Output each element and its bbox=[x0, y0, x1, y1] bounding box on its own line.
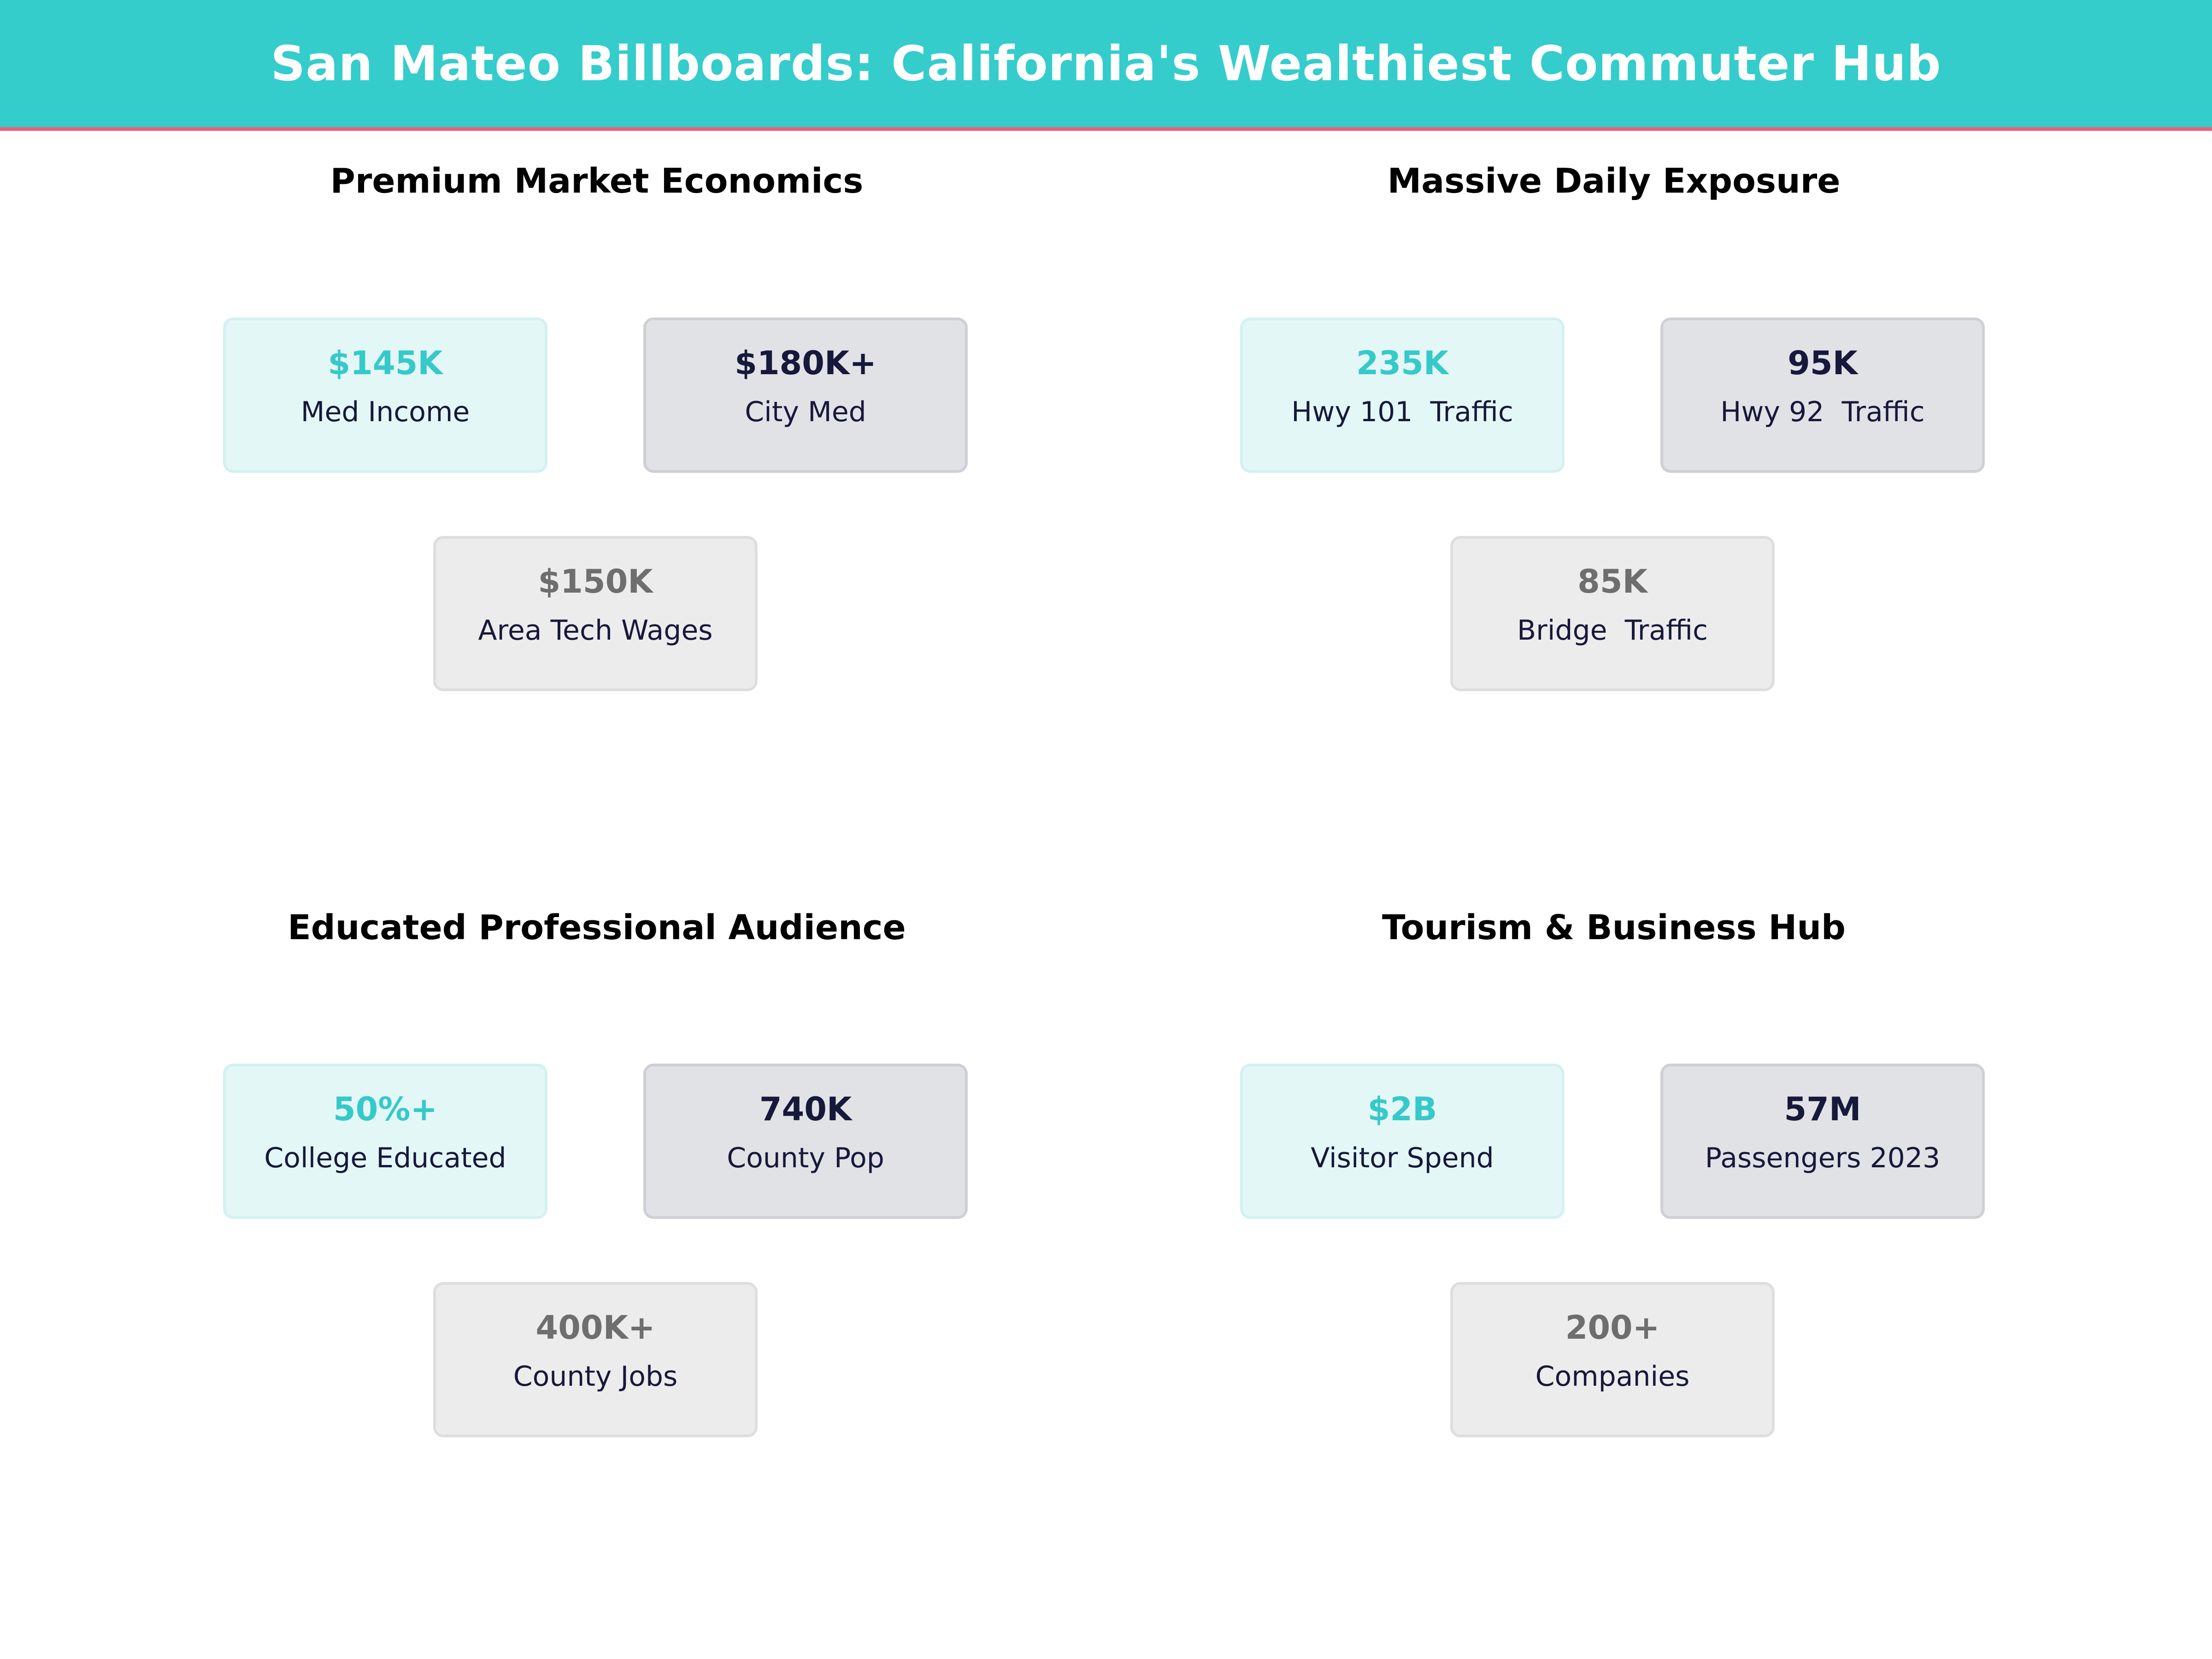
stat-value: $180K+ bbox=[735, 344, 877, 382]
stat-value: 400K+ bbox=[535, 1309, 655, 1347]
stat-card-hwy-101-traffic: 235K Hwy 101 Traffic bbox=[1240, 318, 1565, 473]
page-title: San Mateo Billboards: California's Wealt… bbox=[271, 35, 1941, 92]
stat-label: Area Tech Wages bbox=[478, 614, 713, 647]
stat-value: 85K bbox=[1577, 563, 1647, 600]
panel-title-tourism-business-hub: Tourism & Business Hub bbox=[1382, 908, 1846, 947]
stat-card-med-income: $145K Med Income bbox=[223, 318, 547, 473]
stat-value: 740K bbox=[759, 1090, 852, 1128]
stat-label: Hwy 101 Traffic bbox=[1291, 396, 1513, 428]
stat-card-hwy-92-traffic: 95K Hwy 92 Traffic bbox=[1660, 318, 1985, 473]
stat-value: 235K bbox=[1356, 344, 1449, 382]
stat-label: City Med bbox=[745, 396, 866, 428]
stat-card-city-med: $180K+ City Med bbox=[643, 318, 968, 473]
stat-label: Passengers 2023 bbox=[1705, 1142, 1941, 1174]
stat-card-passengers-2023: 57M Passengers 2023 bbox=[1660, 1064, 1985, 1219]
stat-value: 57M bbox=[1784, 1090, 1861, 1128]
panel-title-educated-professional-audience: Educated Professional Audience bbox=[288, 908, 906, 947]
stat-label: County Pop bbox=[727, 1142, 884, 1174]
stat-card-companies: 200+ Companies bbox=[1450, 1282, 1775, 1437]
stat-card-county-pop: 740K County Pop bbox=[643, 1064, 968, 1219]
stat-card-bridge-traffic: 85K Bridge Traffic bbox=[1450, 536, 1775, 691]
stat-label: County Jobs bbox=[513, 1360, 678, 1393]
stat-value: 95K bbox=[1788, 344, 1858, 382]
panel-title-premium-market-economics: Premium Market Economics bbox=[330, 161, 864, 201]
stat-card-visitor-spend: $2B Visitor Spend bbox=[1240, 1064, 1565, 1219]
stat-card-college-educated: 50%+ College Educated bbox=[223, 1064, 547, 1219]
header-accent-line bbox=[0, 127, 2212, 131]
stat-label: Visitor Spend bbox=[1311, 1142, 1494, 1174]
stat-label: Med Income bbox=[300, 396, 470, 428]
stat-label: College Educated bbox=[264, 1142, 506, 1174]
stat-value: $150K bbox=[538, 563, 653, 600]
stat-card-area-tech-wages: $150K Area Tech Wages bbox=[433, 536, 758, 691]
stat-value: 200+ bbox=[1565, 1309, 1660, 1347]
stat-label: Companies bbox=[1535, 1360, 1690, 1393]
stat-value: 50%+ bbox=[333, 1090, 438, 1128]
stat-value: $145K bbox=[328, 344, 443, 382]
panel-title-massive-daily-exposure: Massive Daily Exposure bbox=[1387, 161, 1841, 201]
stat-label: Hwy 92 Traffic bbox=[1720, 396, 1925, 428]
stat-label: Bridge Traffic bbox=[1517, 614, 1708, 647]
stat-card-county-jobs: 400K+ County Jobs bbox=[433, 1282, 758, 1437]
stat-value: $2B bbox=[1367, 1090, 1437, 1128]
header-banner: San Mateo Billboards: California's Wealt… bbox=[0, 0, 2212, 127]
